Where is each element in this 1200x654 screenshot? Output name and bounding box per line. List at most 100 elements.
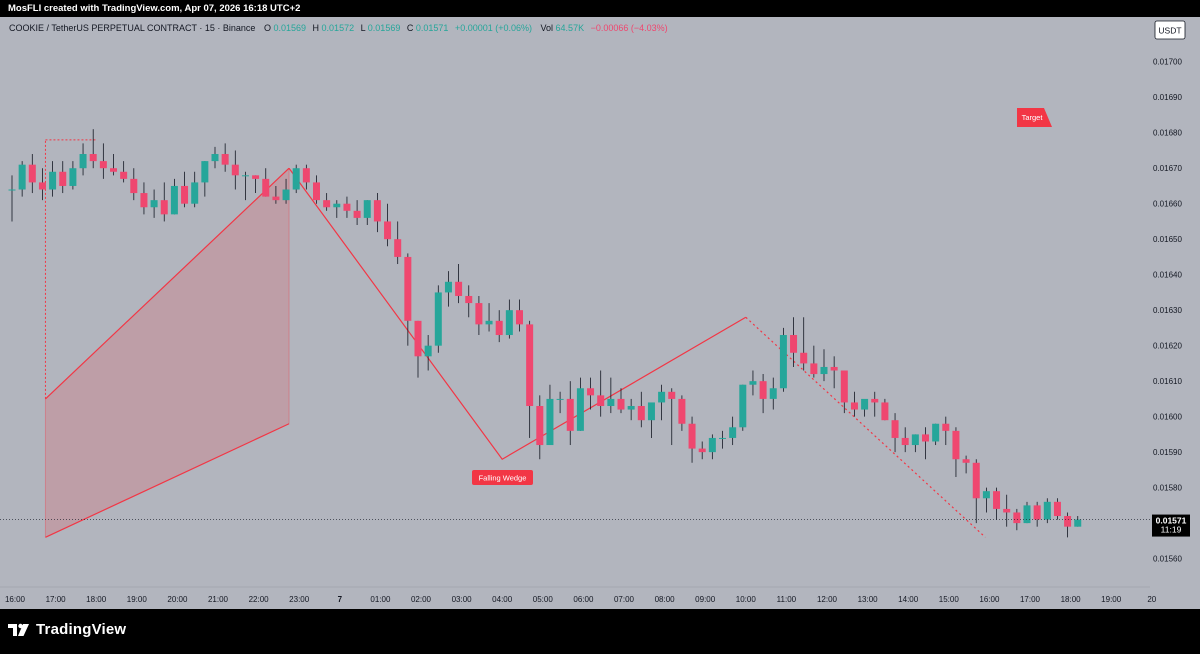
candle-body xyxy=(779,335,787,389)
candle xyxy=(505,299,513,339)
chart-area[interactable]: COOKIE / TetherUS PERPETUAL CONTRACT · 1… xyxy=(0,17,1200,609)
price-axis[interactable]: 0.01700 0.01690 0.01680 0.01670 0.01660 0.016… xyxy=(1150,17,1200,587)
candle xyxy=(576,377,584,431)
candle xyxy=(556,391,564,414)
candle xyxy=(404,253,412,346)
candle-body xyxy=(414,320,422,357)
candle xyxy=(252,175,260,194)
x-tick-label: 16:00 xyxy=(979,595,1000,604)
candle xyxy=(779,327,787,392)
candle xyxy=(120,161,128,183)
top-caption-bar: MosFLI created with TradingView.com, Apr… xyxy=(0,0,1200,17)
candle xyxy=(424,335,432,371)
candle-body xyxy=(536,406,544,446)
candle xyxy=(688,416,696,463)
target-text: Target xyxy=(1022,113,1044,122)
x-tick-label: 11:00 xyxy=(777,595,797,604)
x-tick-label: 05:00 xyxy=(533,595,554,604)
y-tick-label: 0.01620 xyxy=(1153,342,1182,351)
wedge-upper-line xyxy=(45,167,290,400)
candle-body xyxy=(516,310,523,325)
candle xyxy=(637,391,645,428)
last-price-label: 0.01571 11:19 xyxy=(1152,514,1190,537)
candle xyxy=(871,391,879,417)
candle xyxy=(729,416,737,446)
last-price-countdown: 11:19 xyxy=(1161,525,1182,535)
falling-wedge-label[interactable]: Falling Wedge xyxy=(472,470,533,485)
candle xyxy=(434,285,442,353)
candle-body xyxy=(130,178,138,194)
candle-body xyxy=(932,423,940,442)
candle-body xyxy=(759,381,767,399)
footer-bar: TradingView xyxy=(0,609,1200,654)
candle xyxy=(465,285,473,318)
candle-body xyxy=(8,189,16,191)
candle-body xyxy=(627,406,635,410)
candle xyxy=(891,413,899,453)
candle-body xyxy=(363,200,371,218)
candle xyxy=(962,455,970,474)
time-axis[interactable]: 16:00 17:00 18:00 19:00 20:00 21:00 22:00 23:00… xyxy=(0,586,1157,604)
candle-body xyxy=(323,200,331,208)
candle xyxy=(759,374,767,414)
y-tick-label: 0.01610 xyxy=(1153,377,1182,386)
candle-body xyxy=(861,398,869,410)
candle-body xyxy=(465,295,473,304)
x-tick-label: 18:00 xyxy=(86,595,107,604)
candle-body xyxy=(576,388,584,431)
x-tick-label: 17:00 xyxy=(46,595,67,604)
x-tick-label: 09:00 xyxy=(695,595,716,604)
candles xyxy=(8,129,1082,538)
candle-body xyxy=(373,200,381,222)
x-tick-label: 04:00 xyxy=(492,595,513,604)
candle-body xyxy=(120,171,128,179)
candle xyxy=(333,200,341,218)
candle xyxy=(444,271,452,307)
candle xyxy=(110,154,117,176)
y-tick-label: 0.01680 xyxy=(1153,129,1182,138)
legend-c-label: C xyxy=(407,23,414,33)
legend-l-label: L xyxy=(361,23,366,33)
candle-body xyxy=(942,423,950,431)
tradingview-logo[interactable]: TradingView xyxy=(8,621,126,638)
candle xyxy=(698,441,706,460)
candle xyxy=(49,161,57,197)
candle xyxy=(993,487,1001,520)
candle-body xyxy=(99,161,107,169)
candle xyxy=(942,416,950,446)
candle xyxy=(719,430,726,449)
target-label[interactable]: Target xyxy=(1017,108,1052,127)
candle xyxy=(607,377,615,414)
candle xyxy=(272,185,280,204)
candle xyxy=(363,200,371,225)
candle xyxy=(536,395,544,460)
candle-body xyxy=(993,491,1001,509)
candle-body xyxy=(231,164,239,176)
candle-body xyxy=(840,370,848,403)
y-tick-label: 0.01690 xyxy=(1153,93,1182,102)
candlestick-chart[interactable]: COOKIE / TetherUS PERPETUAL CONTRACT · 1… xyxy=(0,17,1200,609)
candle-body xyxy=(89,154,97,162)
candle-body xyxy=(952,430,960,460)
candle xyxy=(830,356,838,389)
candle xyxy=(708,434,716,460)
candle-body xyxy=(556,398,564,400)
candle xyxy=(495,310,503,343)
x-tick-label: 19:00 xyxy=(1101,595,1122,604)
legend-o-label: O xyxy=(264,23,271,33)
candle-body xyxy=(495,320,503,336)
candle-body xyxy=(891,420,899,438)
candle-body xyxy=(282,189,290,201)
currency-badge[interactable] xyxy=(1154,20,1186,40)
candle xyxy=(231,150,239,190)
candle xyxy=(353,200,361,225)
candle xyxy=(69,161,77,190)
x-tick-label: 19:00 xyxy=(127,595,148,604)
falling-wedge[interactable] xyxy=(44,139,986,538)
candle xyxy=(566,381,574,446)
candle-body xyxy=(719,437,726,439)
x-tick-labels: 16:00 17:00 18:00 19:00 20:00 21:00 22:00 23:00… xyxy=(5,595,1157,604)
candle xyxy=(414,320,422,378)
candle xyxy=(597,370,605,417)
candle xyxy=(475,295,483,336)
